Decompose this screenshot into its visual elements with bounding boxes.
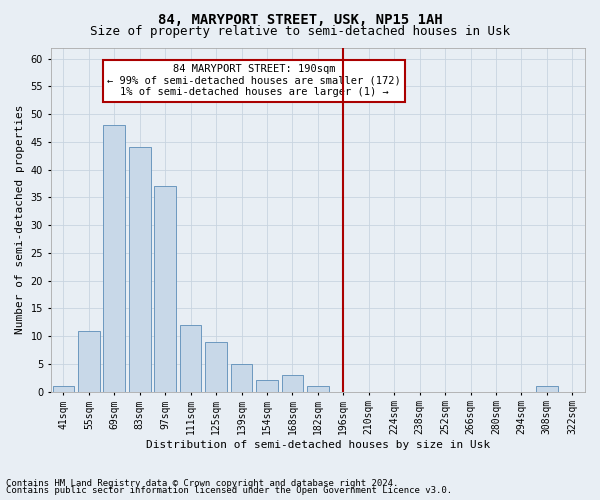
Bar	[78, 330, 100, 392]
Text: Contains public sector information licensed under the Open Government Licence v3: Contains public sector information licen…	[6, 486, 452, 495]
Text: 84, MARYPORT STREET, USK, NP15 1AH: 84, MARYPORT STREET, USK, NP15 1AH	[158, 12, 442, 26]
Bar	[281, 375, 303, 392]
Bar	[103, 125, 125, 392]
Bar	[154, 186, 176, 392]
Text: Size of property relative to semi-detached houses in Usk: Size of property relative to semi-detach…	[90, 25, 510, 38]
Y-axis label: Number of semi-detached properties: Number of semi-detached properties	[15, 105, 25, 334]
Bar	[536, 386, 557, 392]
Bar	[307, 386, 329, 392]
Bar	[129, 148, 151, 392]
Bar	[53, 386, 74, 392]
Bar	[205, 342, 227, 392]
Bar	[256, 380, 278, 392]
X-axis label: Distribution of semi-detached houses by size in Usk: Distribution of semi-detached houses by …	[146, 440, 490, 450]
Bar	[180, 325, 202, 392]
Bar	[231, 364, 253, 392]
Text: Contains HM Land Registry data © Crown copyright and database right 2024.: Contains HM Land Registry data © Crown c…	[6, 478, 398, 488]
Text: 84 MARYPORT STREET: 190sqm
← 99% of semi-detached houses are smaller (172)
1% of: 84 MARYPORT STREET: 190sqm ← 99% of semi…	[107, 64, 401, 98]
